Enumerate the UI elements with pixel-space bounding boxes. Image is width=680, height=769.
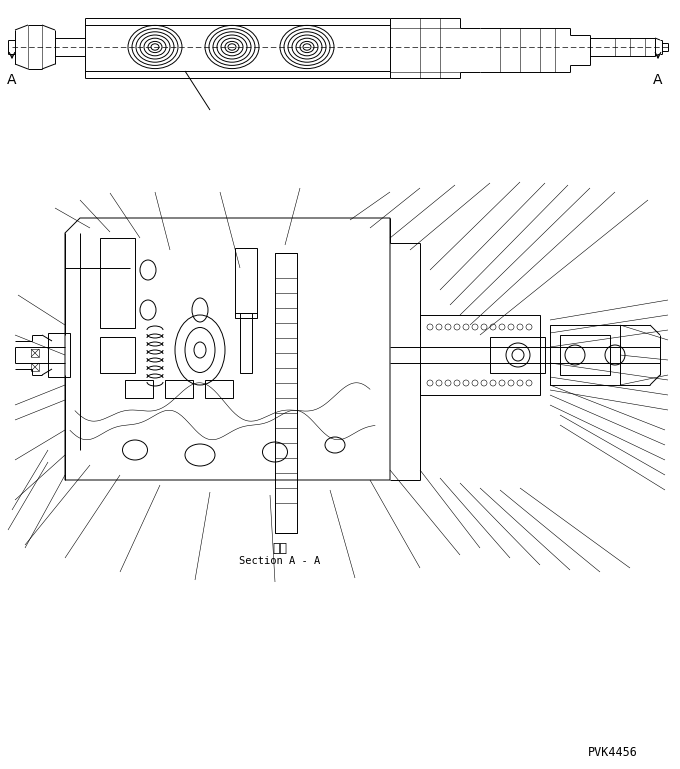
Text: A: A: [7, 73, 17, 87]
Bar: [550, 325, 620, 385]
Bar: [48, 333, 70, 377]
Text: 断面: 断面: [273, 541, 288, 554]
Bar: [560, 335, 610, 375]
Bar: [420, 315, 540, 395]
Text: PVK4456: PVK4456: [588, 745, 638, 758]
Bar: [490, 337, 545, 373]
Bar: [240, 313, 252, 373]
Text: A: A: [653, 73, 663, 87]
Bar: [31, 349, 39, 357]
Bar: [100, 238, 135, 328]
Bar: [235, 248, 257, 318]
Bar: [205, 380, 233, 398]
Bar: [100, 337, 135, 373]
Bar: [31, 363, 39, 371]
Bar: [125, 380, 153, 398]
Text: Section A - A: Section A - A: [239, 556, 321, 566]
Bar: [275, 253, 297, 533]
Bar: [165, 380, 193, 398]
